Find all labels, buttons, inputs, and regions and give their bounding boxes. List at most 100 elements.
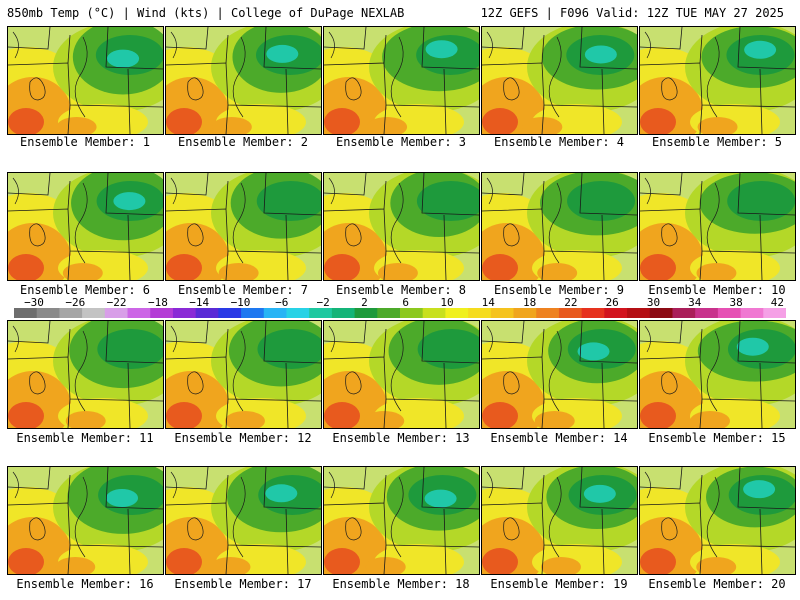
state-border: [383, 34, 387, 134]
colorbar-tick-label: 34: [688, 296, 702, 309]
terrain-contour: [187, 77, 204, 101]
state-border: [482, 502, 637, 548]
state-border: [601, 508, 605, 574]
terrain-contour: [345, 77, 362, 101]
southern-hot-region: [55, 557, 96, 574]
terrain-contour: [661, 77, 678, 101]
coldest-region: [584, 45, 617, 64]
state-border: [601, 362, 605, 428]
southern-hot-region: [65, 411, 106, 428]
colorbar-swatch: [763, 308, 786, 318]
state-border: [166, 467, 209, 490]
colorbar-swatch: [740, 308, 764, 318]
state-border: [640, 173, 683, 196]
colorbar-tick-label: 22: [564, 296, 578, 309]
southern-hot-region: [377, 263, 418, 280]
colorbar-swatch: [241, 308, 265, 318]
colorbar-swatch: [218, 308, 242, 318]
hottest-region: [640, 108, 676, 134]
state-border: [105, 173, 163, 216]
state-border: [285, 214, 289, 280]
colorbar-swatch: [82, 308, 106, 318]
southern-hot-region: [697, 117, 738, 134]
state-border: [127, 362, 131, 428]
terrain-contour: [232, 36, 246, 118]
state-border: [225, 474, 229, 574]
colorbar-swatch: [672, 308, 696, 318]
southern-hot-region: [56, 117, 97, 134]
state-border: [699, 328, 703, 428]
state-border: [640, 27, 683, 50]
state-border: [8, 173, 51, 196]
state-border: [383, 180, 387, 280]
state-border: [699, 180, 703, 280]
terrain-contour: [644, 177, 651, 205]
state-border: [324, 321, 367, 344]
state-border: [759, 68, 763, 134]
state-border: [324, 356, 479, 402]
state-border: [263, 27, 321, 70]
terrain-contour: [187, 517, 204, 541]
model-valid-time: 12Z GEFS | F096 Valid: 12Z TUE MAY 27 20…: [480, 6, 784, 20]
state-border: [225, 328, 229, 428]
hottest-region: [324, 108, 360, 134]
state-border: [482, 27, 525, 50]
ensemble-member-label: Ensemble Member: 19: [490, 577, 628, 591]
state-border: [443, 508, 447, 574]
state-border: [67, 180, 71, 280]
hottest-region: [166, 108, 202, 134]
colorbar-swatch: [581, 308, 605, 318]
southern-hot-region: [540, 557, 581, 574]
state-border: [127, 68, 131, 134]
coldest-region: [265, 484, 298, 503]
ensemble-member-label: Ensemble Member: 3: [335, 135, 467, 149]
terrain-contour: [74, 476, 88, 558]
state-border: [105, 467, 163, 510]
coldest-region: [425, 40, 458, 59]
southern-hot-region: [218, 263, 259, 280]
southern-hot-region: [210, 557, 251, 574]
terrain-contour: [706, 182, 720, 264]
colorbar-swatch: [263, 308, 287, 318]
ensemble-map-20: [639, 466, 796, 575]
southern-hot-region: [224, 411, 265, 428]
ensemble-map-14: [481, 320, 638, 429]
hottest-region: [482, 402, 518, 428]
state-border: [67, 34, 71, 134]
state-border: [541, 328, 545, 428]
state-border: [166, 321, 209, 344]
ensemble-member-label: Ensemble Member: 20: [648, 577, 786, 591]
colorbar-tick-label: 14: [481, 296, 495, 309]
terrain-contour: [29, 77, 46, 101]
state-border: [8, 467, 51, 490]
terrain-contour: [29, 371, 46, 395]
hottest-region: [482, 108, 518, 134]
state-border: [443, 362, 447, 428]
colorbar-swatch: [14, 308, 38, 318]
colorbar-tick-label: −18: [147, 296, 168, 309]
terrain-contour: [328, 31, 335, 59]
terrain-contour: [548, 476, 562, 558]
terrain-contour: [29, 517, 46, 541]
terrain-contour: [706, 36, 720, 118]
terrain-contour: [661, 371, 678, 395]
terrain-contour: [548, 36, 562, 118]
colorbar-tick-label: 30: [646, 296, 661, 309]
ensemble-member-label: Ensemble Member: 14: [490, 431, 628, 445]
state-border: [579, 27, 637, 70]
ensemble-member-label: Ensemble Member: 9: [493, 283, 625, 297]
cooler-region: [416, 181, 479, 221]
state-border: [166, 27, 209, 50]
colorbar-swatch: [536, 308, 560, 318]
colorbar-swatch: [400, 308, 424, 318]
southern-hot-region: [696, 263, 737, 280]
terrain-contour: [12, 325, 19, 353]
colorbar-swatch: [422, 308, 446, 318]
state-border: [640, 62, 795, 108]
state-border: [67, 474, 71, 574]
state-border: [166, 356, 321, 402]
state-border: [579, 467, 637, 510]
southern-hot-region: [696, 557, 737, 574]
coldest-region: [424, 489, 457, 508]
state-border: [285, 508, 289, 574]
